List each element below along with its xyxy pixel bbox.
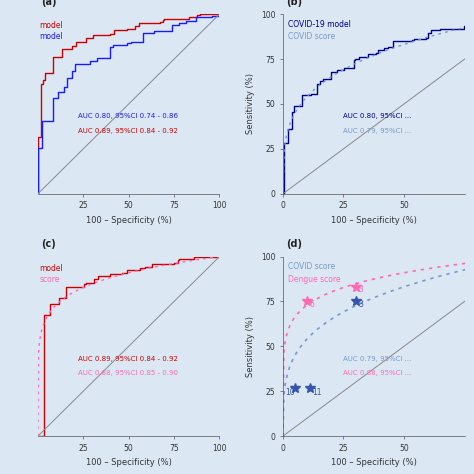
Text: (d): (d) [287, 239, 302, 249]
X-axis label: 100 – Specificity (%): 100 – Specificity (%) [331, 216, 417, 225]
Text: 3: 3 [358, 300, 363, 309]
Text: COVID-19 model: COVID-19 model [288, 19, 351, 28]
Text: AUC 0.79, 95%CI ...: AUC 0.79, 95%CI ... [344, 128, 412, 134]
Text: model: model [40, 264, 64, 273]
Text: 6: 6 [310, 300, 314, 309]
Text: AUC 0.89, 95%CI 0.84 - 0.92: AUC 0.89, 95%CI 0.84 - 0.92 [78, 356, 178, 362]
Text: AUC 0.88, 95%CI 0.85 - 0.90: AUC 0.88, 95%CI 0.85 - 0.90 [78, 370, 178, 376]
Text: 3: 3 [358, 285, 363, 294]
Text: AUC 0.89, 95%CI 0.84 - 0.92: AUC 0.89, 95%CI 0.84 - 0.92 [78, 128, 178, 134]
Text: Dengue score: Dengue score [288, 274, 340, 283]
X-axis label: 100 – Specificity (%): 100 – Specificity (%) [86, 216, 172, 225]
Text: COVID score: COVID score [288, 32, 335, 41]
Text: (c): (c) [42, 239, 56, 249]
Y-axis label: Sensitivity (%): Sensitivity (%) [246, 316, 255, 377]
Text: AUC 0.80, 95%CI 0.74 - 0.86: AUC 0.80, 95%CI 0.74 - 0.86 [78, 113, 178, 119]
Text: COVID score: COVID score [288, 262, 335, 271]
X-axis label: 100 – Specificity (%): 100 – Specificity (%) [86, 458, 172, 467]
Y-axis label: Sensitivity (%): Sensitivity (%) [246, 73, 255, 135]
Text: (b): (b) [287, 0, 303, 7]
Text: AUC 0.80, 95%CI ...: AUC 0.80, 95%CI ... [344, 113, 412, 119]
Text: model: model [40, 21, 64, 30]
Text: AUC 0.88, 95%CI ...: AUC 0.88, 95%CI ... [344, 370, 412, 376]
Text: 11: 11 [312, 388, 321, 397]
Text: (a): (a) [42, 0, 57, 7]
Text: model: model [40, 32, 64, 41]
Text: AUC 0.79, 95%CI ...: AUC 0.79, 95%CI ... [344, 356, 412, 362]
Text: score: score [40, 274, 60, 283]
X-axis label: 100 – Specificity (%): 100 – Specificity (%) [331, 458, 417, 467]
Text: 10: 10 [285, 388, 295, 397]
